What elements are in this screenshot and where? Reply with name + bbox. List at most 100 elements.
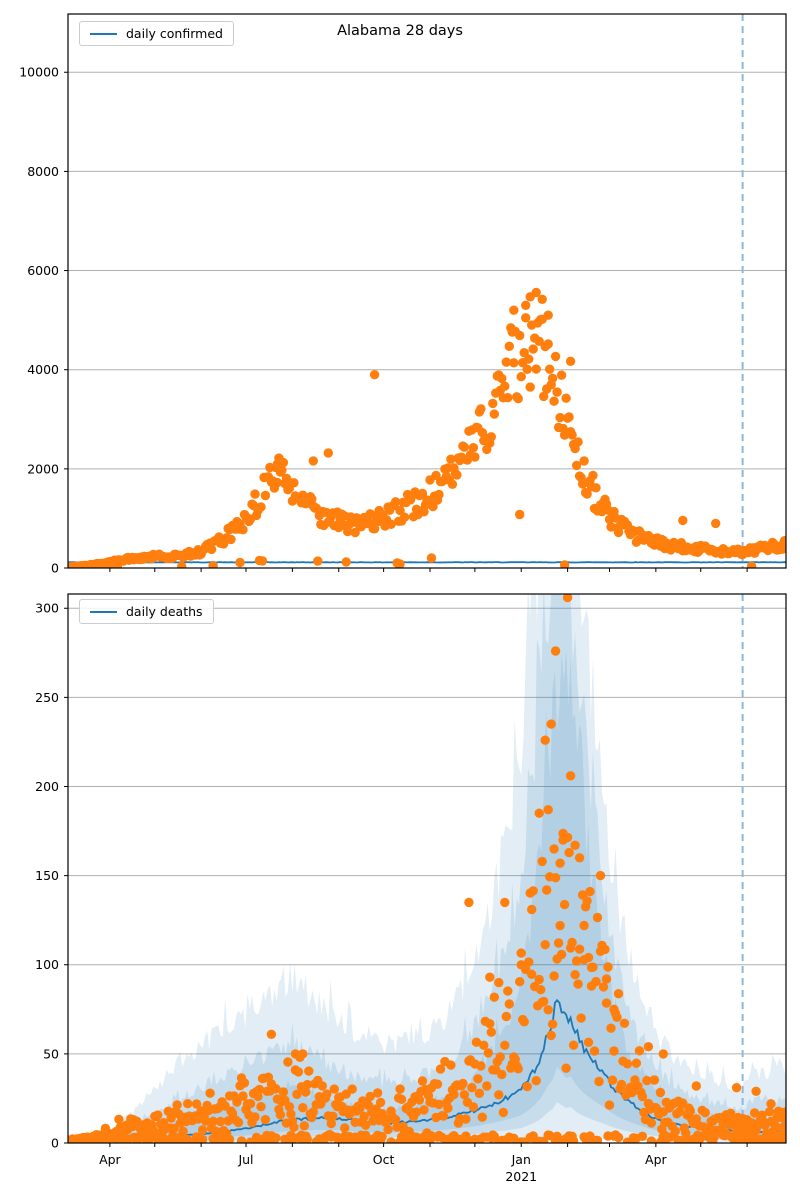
scatter-point — [419, 1105, 429, 1115]
scatter-point — [781, 1136, 786, 1143]
scatter-point — [591, 483, 601, 493]
scatter-point — [531, 364, 541, 374]
scatter-point — [612, 1012, 622, 1022]
scatter-outlier — [266, 1029, 277, 1040]
scatter-outlier — [527, 904, 537, 915]
scatter-outlier — [579, 920, 589, 931]
scatter-point — [504, 341, 514, 351]
scatter-point — [579, 456, 589, 466]
scatter-outlier — [751, 1086, 761, 1097]
scatter-point — [556, 370, 567, 380]
scatter-point — [746, 561, 757, 568]
scatter-outlier — [543, 805, 553, 815]
scatter-point — [497, 373, 507, 384]
scatter-point — [582, 896, 592, 906]
scatter-point — [549, 971, 559, 981]
scatter-point — [289, 478, 299, 488]
scatter-point — [649, 1075, 660, 1085]
scatter-point — [438, 1111, 449, 1121]
scatter-outlier — [534, 808, 544, 818]
scatter-point — [272, 477, 283, 488]
scatter-point — [283, 1057, 293, 1067]
scatter-point — [399, 512, 410, 522]
scatter-point — [172, 1100, 182, 1110]
scatter-point — [238, 1091, 248, 1101]
scatter-point — [585, 886, 595, 897]
scatter-point — [114, 1114, 124, 1125]
scatter-outlier — [272, 459, 283, 469]
y-tick-label: 0 — [51, 1135, 59, 1150]
scatter-point — [637, 1091, 648, 1102]
scatter-point — [779, 1107, 786, 1117]
scatter-point — [616, 1079, 627, 1090]
scatter-point — [476, 1061, 486, 1071]
scatter-point — [675, 1106, 685, 1117]
scatter-point — [208, 561, 218, 568]
scatter-point — [239, 1078, 250, 1088]
scatter-point — [547, 1019, 558, 1029]
scatter-outlier — [464, 897, 474, 908]
y-tick-label: 4000 — [27, 362, 59, 377]
scatter-point — [467, 1082, 477, 1093]
scatter-point — [521, 313, 531, 323]
scatter-outlier — [691, 1081, 701, 1091]
scatter-point — [328, 1111, 338, 1121]
scatter-point — [372, 1088, 383, 1098]
scatter-point — [622, 1059, 633, 1069]
scatter-point — [256, 1102, 266, 1112]
scatter-point — [685, 1106, 695, 1116]
scatter-series — [68, 594, 786, 1143]
x-tick-label: Oct — [373, 1152, 395, 1167]
scatter-outlier — [308, 456, 318, 466]
scatter-point — [522, 364, 532, 374]
scatter-point — [365, 1091, 375, 1102]
scatter-point — [395, 1084, 405, 1094]
scatter-point — [488, 398, 498, 409]
scatter-outlier — [290, 1049, 301, 1059]
scatter-point — [536, 985, 546, 995]
x-tick-label: Apr — [645, 1152, 667, 1167]
scatter-point — [634, 1046, 645, 1056]
scatter-outlier — [369, 370, 380, 380]
scatter-point — [495, 1052, 505, 1062]
scatter-point — [238, 525, 248, 535]
scatter-outlier — [558, 835, 568, 845]
scatter-point — [545, 364, 555, 374]
scatter-point — [208, 1116, 218, 1127]
scatter-point — [317, 1081, 327, 1091]
scatter-point — [588, 962, 598, 972]
scatter-outlier — [559, 560, 570, 568]
scatter-point — [503, 393, 513, 403]
y-gridlines — [68, 607, 786, 1055]
scatter-outlier — [235, 557, 245, 568]
legend-line-sample-confirmed — [90, 32, 117, 35]
y-tick-label: 6000 — [27, 263, 59, 278]
scatter-outlier — [643, 1042, 654, 1052]
scatter-point — [528, 344, 538, 354]
scatter-point — [483, 1048, 493, 1058]
scatter-point — [494, 1090, 504, 1100]
scatter-point — [749, 1108, 760, 1118]
scatter-point — [446, 1060, 456, 1070]
scatter-point — [486, 432, 496, 442]
plot-area — [68, 14, 786, 568]
scatter-point — [573, 437, 583, 447]
scatter-point — [153, 1110, 163, 1120]
scatter-point — [500, 1040, 510, 1051]
scatter-outlier — [549, 844, 559, 854]
scatter-point — [543, 339, 553, 349]
scatter-outlier — [531, 287, 541, 298]
scatter-point — [646, 1136, 657, 1143]
scatter-point — [434, 489, 444, 500]
y-tick-label: 2000 — [27, 461, 59, 476]
scatter-outlier — [550, 646, 561, 656]
scatter-point — [386, 519, 396, 529]
scatter-point — [461, 1114, 471, 1124]
scatter-point — [350, 527, 360, 538]
scatter-point — [486, 1027, 496, 1037]
scatter-outlier — [711, 518, 721, 529]
scatter-point — [515, 330, 525, 341]
scatter-point — [564, 412, 574, 422]
scatter-outlier — [601, 974, 612, 984]
scatter-outlier — [500, 897, 510, 908]
